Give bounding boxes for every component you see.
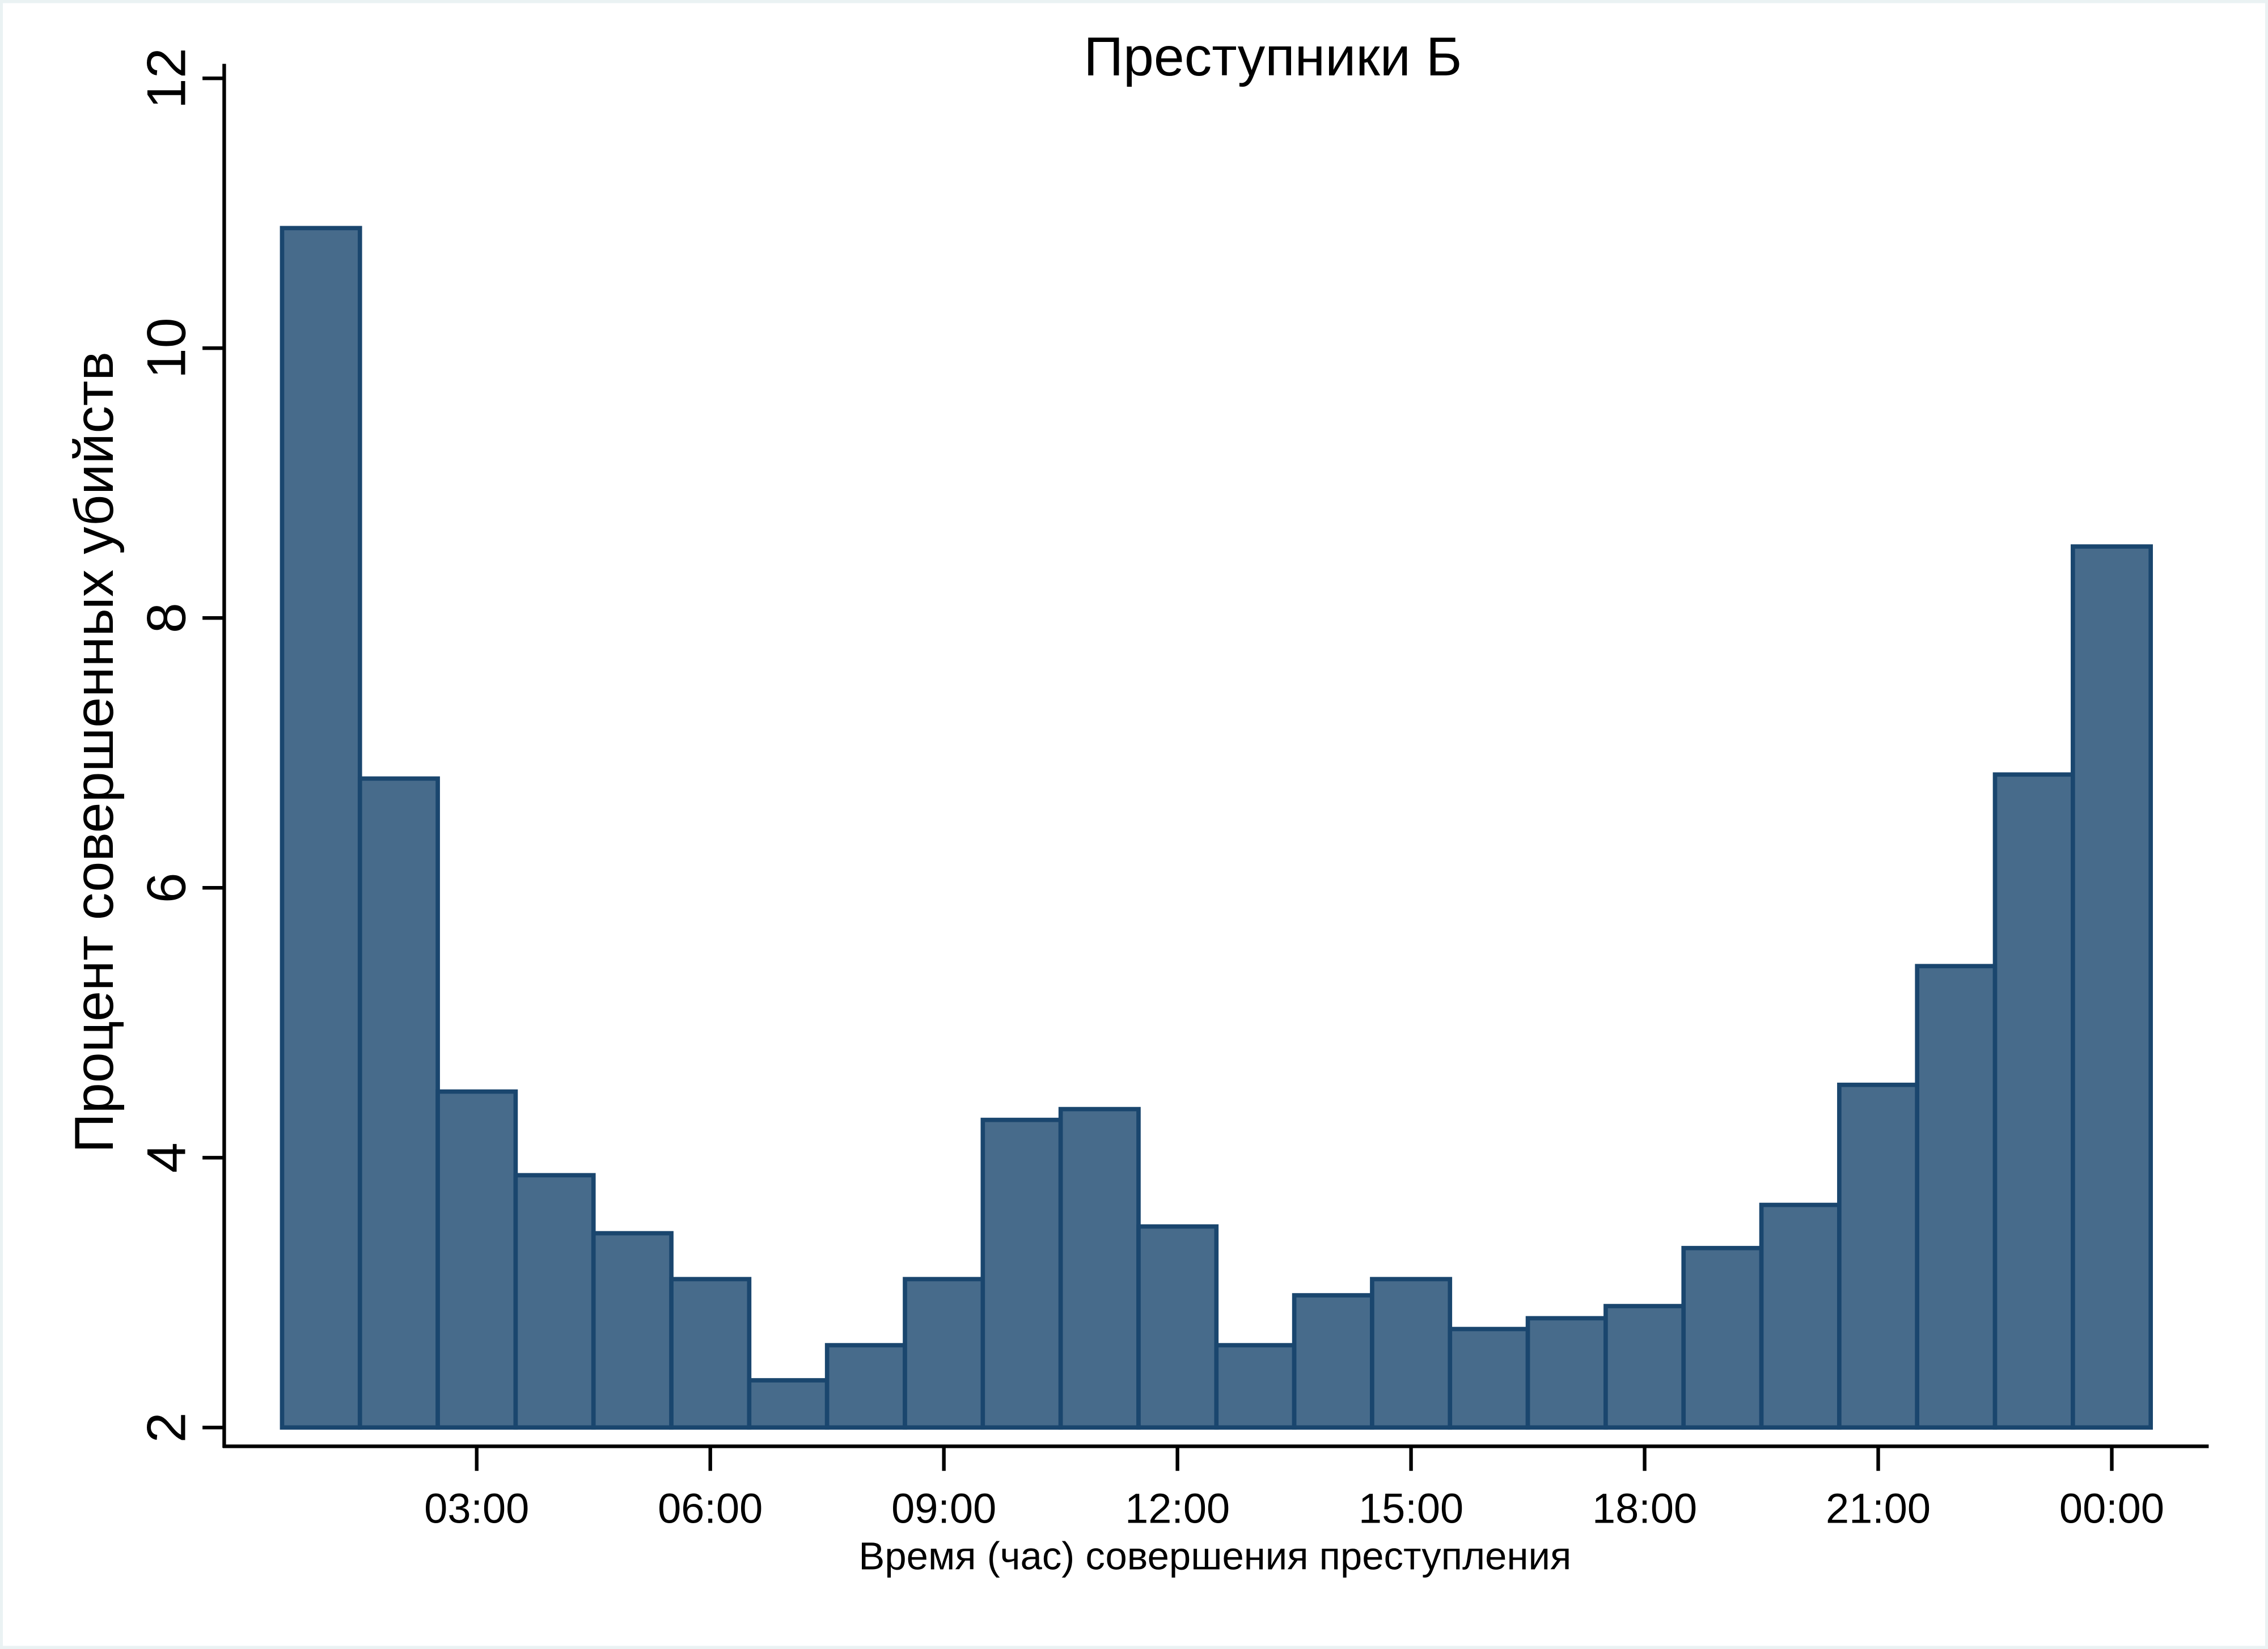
bar-hour-7 (747, 1378, 830, 1430)
bar-hour-14 (1292, 1293, 1374, 1430)
bar-hour-23 (1992, 772, 2075, 1430)
y-tick-label: 6 (136, 872, 197, 903)
bar-hour-3 (435, 1089, 518, 1430)
bar-hour-9 (903, 1277, 985, 1430)
y-tick-label: 8 (136, 603, 197, 633)
bar-hour-5 (591, 1231, 674, 1430)
bar-hour-10 (980, 1117, 1063, 1430)
x-tick-label: 15:00 (1359, 1485, 1463, 1532)
bar-hour-11 (1058, 1107, 1141, 1430)
x-ticks: 03:00 06:00 09:00 12:00 15:00 18:00 21:00 00:00 (424, 1447, 2164, 1532)
x-tick-label: 12:00 (1125, 1485, 1230, 1532)
y-tick-label: 2 (136, 1412, 197, 1443)
bar-hour-18 (1603, 1304, 1686, 1430)
x-tick-label: 09:00 (891, 1485, 996, 1532)
y-axis-label: Процент совершенных убийств (63, 351, 125, 1153)
bar-hour-24 (2071, 544, 2153, 1430)
bar-hour-6 (669, 1277, 752, 1430)
bar-hour-19 (1681, 1245, 1764, 1430)
bar-hour-2 (357, 776, 440, 1430)
bar-hour-8 (824, 1343, 907, 1430)
y-ticks: 2 4 6 8 10 12 (136, 48, 225, 1443)
x-axis-label: Время (час) совершения преступления (858, 1534, 1571, 1578)
bar-hour-17 (1525, 1316, 1608, 1430)
bar-hour-22 (1915, 964, 1998, 1430)
bar-hour-13 (1214, 1343, 1297, 1430)
y-tick-label: 12 (136, 48, 197, 109)
chart-title: Преступники Б (1084, 26, 1462, 87)
bar-hour-16 (1448, 1326, 1530, 1430)
x-tick-label: 06:00 (658, 1485, 763, 1532)
x-tick-label: 18:00 (1592, 1485, 1697, 1532)
bar-hour-20 (1759, 1202, 1842, 1430)
bar-hour-21 (1837, 1082, 1920, 1430)
bars (280, 226, 2153, 1430)
x-tick-label: 21:00 (1826, 1485, 1931, 1532)
y-tick-label: 10 (136, 317, 197, 379)
bar-hour-4 (513, 1173, 596, 1430)
y-tick-label: 4 (136, 1142, 197, 1173)
bar-hour-15 (1370, 1277, 1453, 1430)
x-tick-label: 00:00 (2059, 1485, 2164, 1532)
bar-hour-1 (280, 226, 362, 1430)
x-tick-label: 03:00 (424, 1485, 529, 1532)
bar-hour-12 (1136, 1224, 1219, 1430)
